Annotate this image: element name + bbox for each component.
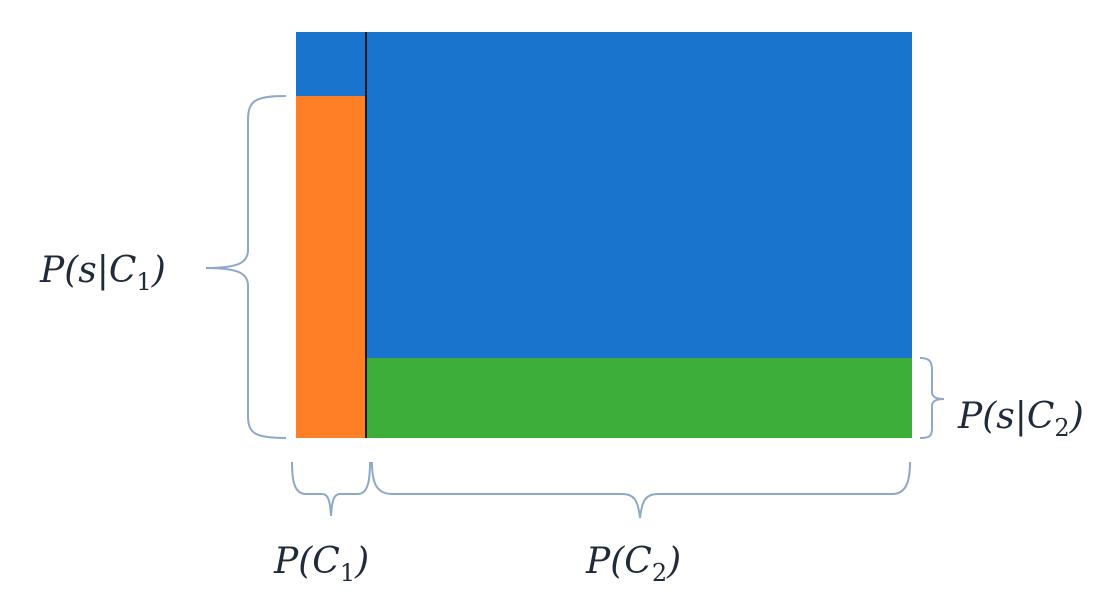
label-p-s-given-c2: P(s|C2) (957, 396, 1084, 442)
label-p-c1: P(C1) (273, 541, 369, 587)
brace-p-s-given-c2 (919, 357, 945, 439)
c1-and-s-region (296, 96, 366, 438)
label-p-s-given-c1: P(s|C1) (39, 250, 166, 296)
label-p-c2: P(C2) (585, 541, 681, 587)
c2-and-s-region (366, 358, 912, 438)
brace-p-c1 (291, 461, 371, 517)
brace-p-c2 (371, 461, 911, 519)
brace-p-s-given-c1 (205, 95, 287, 439)
